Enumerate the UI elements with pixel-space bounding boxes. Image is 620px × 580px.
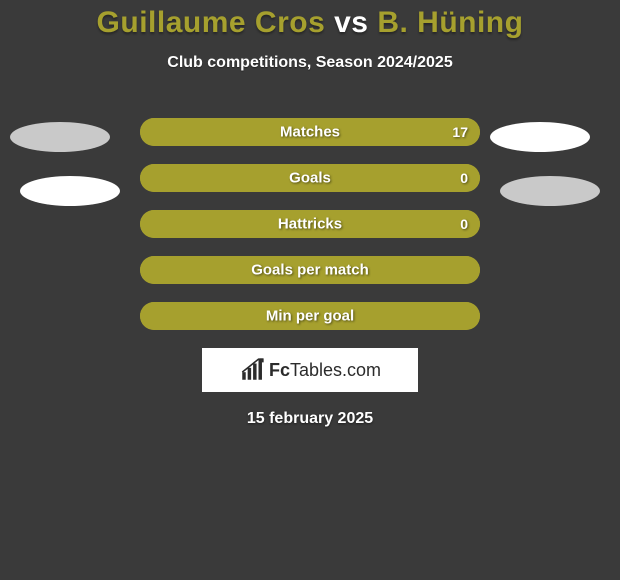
brand-logo: FcTables.com — [202, 348, 418, 392]
title-player1: Guillaume Cros — [97, 6, 326, 39]
title-player2: B. Hüning — [377, 6, 523, 39]
stat-bar-label: Matches — [280, 124, 340, 141]
stat-bar-label: Min per goal — [266, 308, 354, 325]
title-vs: vs — [334, 6, 368, 39]
brand-text: FcTables.com — [269, 360, 381, 381]
stat-bar-value: 0 — [460, 216, 468, 232]
brand-suffix: .com — [342, 360, 381, 380]
page-title: Guillaume Cros vs B. Hüning — [0, 0, 620, 40]
avatar-placeholder — [490, 122, 590, 152]
stat-bar: Hattricks 0 — [140, 210, 480, 238]
stat-bar-label: Goals — [289, 170, 331, 187]
stat-bar: Matches 17 — [140, 118, 480, 146]
bars-chart-icon — [239, 357, 265, 383]
avatar-placeholder — [20, 176, 120, 206]
brand-rest: Tables — [290, 360, 342, 380]
avatar-placeholder — [500, 176, 600, 206]
snapshot-date: 15 february 2025 — [0, 410, 620, 428]
stat-bar: Goals 0 — [140, 164, 480, 192]
stat-bar-value: 0 — [460, 170, 468, 186]
stat-bars: Matches 17 Goals 0 Hattricks 0 Goals per match… — [140, 118, 480, 330]
avatar-placeholder — [10, 122, 110, 152]
stat-bar: Goals per match — [140, 256, 480, 284]
stat-bar-label: Hattricks — [278, 216, 342, 233]
stat-bar-value: 17 — [452, 124, 468, 140]
brand-strong: Fc — [269, 360, 290, 380]
subtitle: Club competitions, Season 2024/2025 — [0, 54, 620, 72]
stat-bar: Min per goal — [140, 302, 480, 330]
stat-bar-label: Goals per match — [251, 262, 369, 279]
